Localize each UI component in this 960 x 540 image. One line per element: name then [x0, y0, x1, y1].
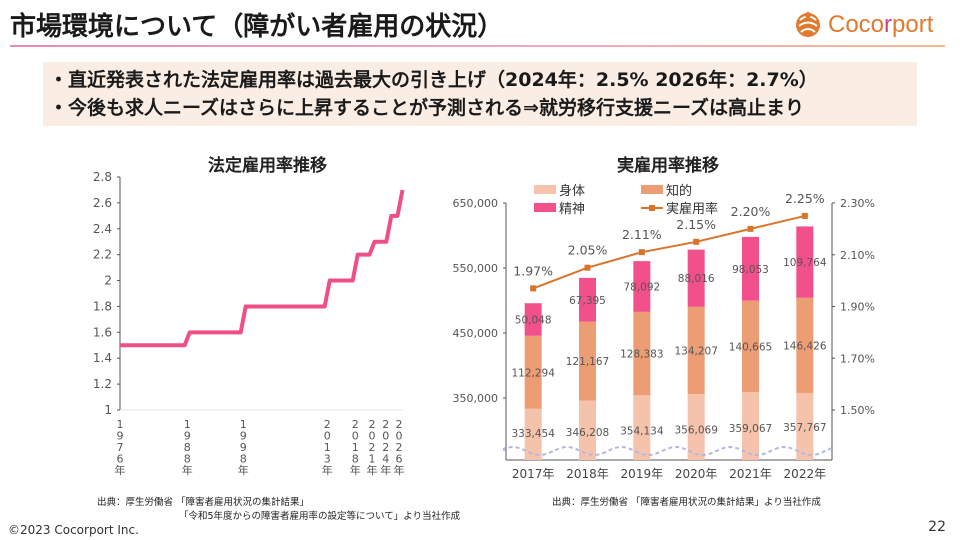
x-tick-char: 年 [350, 463, 361, 477]
x-tick-char: 年 [367, 463, 378, 477]
x-tick-char: 8 [184, 453, 191, 466]
x-tick-char: 年 [322, 463, 333, 477]
x-tick-char: 1 [240, 418, 247, 431]
y-tick-label: 1.2 [93, 377, 112, 391]
legend-line-marker-icon [641, 204, 663, 211]
x-tick-char: 1 [352, 441, 359, 454]
x-tick-char: 9 [240, 430, 247, 443]
x-tick-char: 2 [382, 441, 389, 454]
x-tick-char: 7 [117, 441, 124, 454]
legend-item-physical: 身体 [534, 180, 585, 199]
y-tick-label: 2.4 [93, 222, 112, 236]
x-tick-label: 2026年 [394, 418, 405, 477]
x-tick-char: 4 [382, 453, 389, 466]
x-tick-char: 0 [352, 430, 359, 443]
x-tick-char: 1 [324, 441, 331, 454]
y-tick-label: 2.2 [93, 248, 112, 262]
x-tick-char: 2 [369, 418, 376, 431]
x-tick-char: 8 [240, 453, 247, 466]
x-tick-char: 0 [324, 430, 331, 443]
legal-rate-chart-title: 法定雇用率推移 [208, 156, 327, 176]
x-tick-char: 1 [117, 418, 124, 431]
copyright: ©2023 Cocorport Inc. [8, 523, 139, 537]
x-tick-char: 年 [182, 463, 193, 477]
x-tick-char: 年 [238, 463, 249, 477]
legend-label: 知的 [666, 184, 693, 199]
x-tick-char: 0 [396, 430, 403, 443]
y-tick-label: 2.6 [93, 196, 112, 210]
x-tick-char: 年 [115, 463, 126, 477]
page-title: 市場環境について（障がい者雇用の状況） [10, 12, 504, 42]
x-tick-char: 1 [184, 418, 191, 431]
logo-text: Cocorport [828, 11, 934, 38]
legend-label: 精神 [559, 202, 586, 217]
x-tick-char: 0 [382, 430, 389, 443]
legend-item-mental: 精神 [534, 198, 585, 217]
logo-mark-icon [796, 12, 820, 37]
source-note-left-2: 「令和5年度からの障害者雇用率の設定等について」より当社作成 [179, 511, 461, 522]
x-tick-char: 2 [396, 418, 403, 431]
x-tick-char: 9 [240, 441, 247, 454]
x-tick-char: 2 [396, 441, 403, 454]
summary-bullet: ・今後も求人ニーズはさらに上昇することが予測される⇒就労移行支援ニーズは高止まり [49, 97, 805, 119]
y-tick-label: 1.8 [93, 299, 112, 313]
source-note-right: 出典：厚生労働省 「障害者雇用状況の集計結果」より当社作成 [552, 497, 821, 508]
x-tick-char: 8 [184, 441, 191, 454]
x-tick-char: 9 [184, 430, 191, 443]
x-tick-char: 2 [369, 441, 376, 454]
x-tick-char: 0 [369, 430, 376, 443]
legend-item-rate: 実雇用率 [641, 198, 718, 217]
x-tick-char: 8 [352, 453, 359, 466]
company-logo: Cocorport [792, 10, 933, 40]
y-tick-label: 1.6 [93, 325, 112, 339]
x-tick-char: 年 [380, 463, 391, 477]
x-tick-char: 1 [369, 453, 376, 466]
legend-swatch [641, 185, 663, 194]
x-tick-char: 2 [382, 418, 389, 431]
x-tick-label: 2024年 [380, 418, 391, 477]
title-divider [10, 45, 945, 47]
legend-label: 実雇用率 [666, 202, 719, 217]
legend-item-intellectual: 知的 [641, 180, 692, 199]
y-tick-label: 2.8 [93, 170, 112, 184]
x-tick-char: 年 [394, 463, 405, 477]
summary-box: ・直近発表された法定雇用率は過去最大の引き上げ（2024年：2.5% 2026年… [43, 62, 917, 126]
actual-rate-chart-title: 実雇用率推移 [617, 156, 719, 176]
legend-label: 身体 [559, 184, 586, 199]
source-note-left-1: 出典：厚生労働省 「障害者雇用状況の集計結果」 [97, 497, 310, 508]
legend-swatch [534, 203, 556, 212]
x-tick-label: 2018年 [350, 418, 361, 477]
y-tick-label: 1.4 [93, 351, 112, 365]
x-tick-char: 2 [324, 418, 331, 431]
legend-swatch [534, 185, 556, 194]
x-tick-char: 6 [396, 453, 403, 466]
summary-bullet: ・直近発表された法定雇用率は過去最大の引き上げ（2024年：2.5% 2026年… [49, 69, 818, 91]
x-tick-char: 2 [352, 418, 359, 431]
y-tick-label: 2 [104, 274, 112, 288]
x-tick-char: 6 [117, 453, 124, 466]
x-tick-label: 2021年 [367, 418, 378, 477]
x-tick-char: 9 [117, 430, 124, 443]
x-tick-char: 3 [324, 453, 331, 466]
page-number: 22 [928, 519, 946, 535]
y-tick-label: 1 [104, 403, 112, 417]
legal-rate-line [120, 189, 405, 348]
